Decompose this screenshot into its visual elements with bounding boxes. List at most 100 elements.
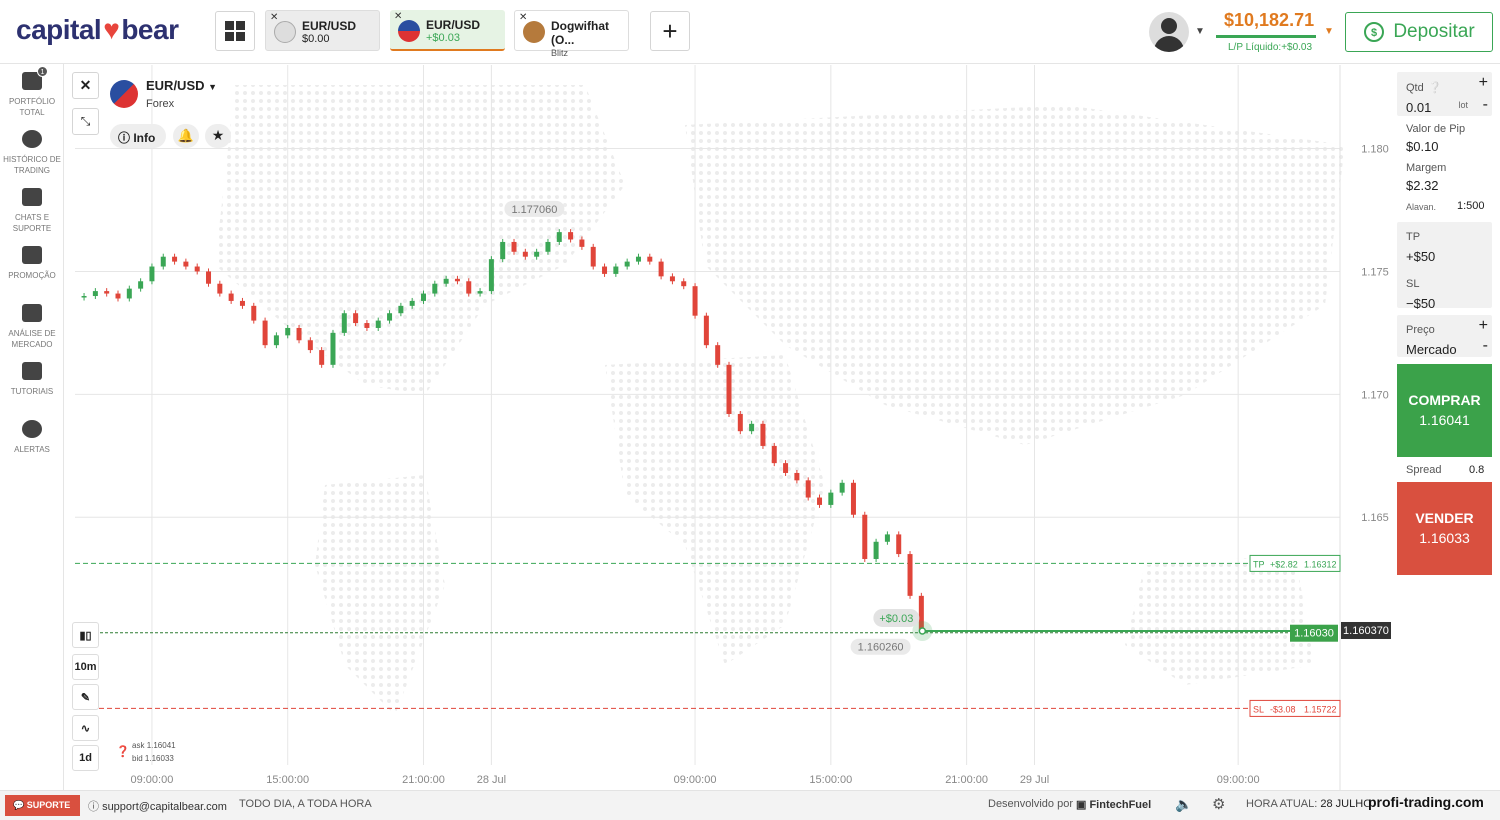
- tab[interactable]: ✕ EUR/USD +$0.03: [390, 10, 505, 51]
- instrument-market: Forex: [146, 98, 175, 110]
- settings-button[interactable]: ⚙: [1212, 796, 1226, 813]
- collapse-button[interactable]: ⤡: [72, 108, 99, 135]
- tp-label: TP +$2.82 1.16312: [1249, 554, 1341, 572]
- sl-value: −$50: [1406, 296, 1436, 311]
- range-button[interactable]: 1d: [72, 745, 99, 771]
- hours: TODO DIA, A TODA HORA: [239, 798, 372, 810]
- candle: [341, 313, 347, 333]
- info-text: Info: [133, 131, 156, 145]
- nav-icon: [22, 246, 42, 264]
- nav-item[interactable]: 1 PORTFÓLIO TOTAL: [0, 66, 64, 118]
- badge: 1: [37, 66, 48, 77]
- candle: [409, 300, 415, 306]
- quantity-box[interactable]: Qtd ❔ +0.01 lot -: [1397, 72, 1492, 116]
- candle: [454, 278, 460, 282]
- nav-label: TUTORIAIS: [10, 387, 54, 396]
- nav-item[interactable]: HISTÓRICO DE TRADING: [0, 130, 64, 176]
- candle: [602, 266, 608, 274]
- help-icon[interactable]: ❓: [116, 746, 130, 758]
- sell-button[interactable]: VENDER 1.16033: [1397, 482, 1492, 575]
- chart-type-button[interactable]: ▮▯: [72, 622, 99, 648]
- spread-value: 0.8: [1469, 464, 1485, 476]
- label-pnl: -$3.08: [1270, 704, 1296, 714]
- candle: [466, 281, 472, 294]
- support-email[interactable]: ⓘ support@capitalbear.com: [88, 801, 227, 813]
- annotation-pill: [504, 200, 565, 217]
- nav-item[interactable]: CHATS E SUPORTE: [0, 188, 64, 234]
- candle: [511, 241, 517, 252]
- tab-value: +$0.03: [426, 32, 460, 44]
- support-button[interactable]: 💬 SUPORTE: [5, 795, 80, 816]
- leverage-value: 1:500: [1457, 200, 1485, 212]
- info-button[interactable]: ⓘ Info: [110, 124, 166, 148]
- y-tick-label: 1.175: [1361, 266, 1389, 278]
- indicator-button[interactable]: ∿: [72, 715, 99, 741]
- alert-button[interactable]: 🔔: [173, 124, 199, 148]
- qty-label: Qtd: [1406, 82, 1424, 94]
- nav-item[interactable]: ANÁLISE DE MERCADO: [0, 304, 64, 350]
- draw-button[interactable]: ✎: [72, 684, 99, 710]
- x-tick-label: 21:00:00: [402, 774, 445, 786]
- tp-value: +$50: [1406, 249, 1436, 264]
- buy-text: COMPRAR: [1408, 392, 1481, 408]
- annotation-text: 1.160260: [858, 642, 904, 654]
- x-tick-label: 21:00:00: [945, 774, 988, 786]
- candle: [624, 261, 630, 267]
- tab-name: Dogwifhat (O...: [551, 19, 609, 47]
- interval-button[interactable]: 10m: [72, 654, 99, 680]
- buy-button[interactable]: COMPRAR 1.16041: [1397, 364, 1492, 457]
- pnl-text: +$0.03: [879, 613, 913, 625]
- nav-item[interactable]: ALERTAS: [0, 420, 64, 455]
- logo[interactable]: capital♥bear: [16, 14, 179, 46]
- tab[interactable]: ✕ Dogwifhat (O... Blitz: [514, 10, 629, 58]
- candle: [387, 313, 393, 321]
- pip-label: Valor de Pip: [1406, 123, 1466, 135]
- nav-item[interactable]: TUTORIAIS: [0, 362, 64, 397]
- candle: [160, 256, 166, 267]
- candle: [534, 251, 540, 257]
- add-tab-button[interactable]: +: [650, 11, 690, 51]
- logo-text: capital: [16, 14, 102, 45]
- sell-price: 1.16033: [1419, 530, 1470, 546]
- candle: [262, 320, 268, 346]
- candle: [104, 291, 110, 294]
- nav-icon: [22, 188, 42, 206]
- email-text: support@capitalbear.com: [102, 801, 227, 813]
- x-tick-label: 15:00:00: [809, 774, 852, 786]
- deposit-button[interactable]: $ Depositar: [1345, 12, 1493, 52]
- balance[interactable]: $10,182.71: [1224, 10, 1315, 30]
- candle: [375, 320, 381, 328]
- candle: [92, 291, 98, 297]
- instrument-symbol: EUR/USD: [146, 78, 205, 93]
- nav-item[interactable]: PROMOÇÃO: [0, 246, 64, 281]
- candle: [579, 239, 585, 247]
- dev-label: Desenvolvido por: [988, 798, 1073, 810]
- candle: [613, 266, 619, 274]
- layout-button[interactable]: [215, 11, 255, 51]
- candle: [556, 232, 562, 242]
- current-tag-text: 1.160370: [1343, 625, 1389, 637]
- instrument-selector[interactable]: EUR/USD ▼: [146, 78, 218, 93]
- pip-value: $0.10: [1406, 139, 1439, 154]
- current-tag: [1341, 621, 1391, 639]
- sound-button[interactable]: 🔈: [1175, 796, 1193, 812]
- quotes: ask 1.16041 bid 1.16033: [132, 739, 176, 765]
- candle: [522, 251, 528, 257]
- tab[interactable]: ✕ EUR/USD $0.00: [265, 10, 380, 51]
- favorite-button[interactable]: ★: [205, 124, 231, 148]
- annotation-pill: [850, 638, 911, 655]
- candle: [206, 271, 212, 284]
- nav-icon: [22, 362, 42, 380]
- entry-tag: [1290, 624, 1338, 642]
- support-text: SUPORTE: [26, 800, 71, 810]
- close-chart-button[interactable]: ✕: [72, 72, 99, 99]
- margin-label: Margem: [1406, 162, 1447, 174]
- avatar[interactable]: [1149, 12, 1189, 52]
- caret[interactable]: ▼: [1324, 26, 1334, 37]
- current-dot: [918, 627, 927, 635]
- tp-sl-box[interactable]: TP +$50 SL −$50: [1397, 222, 1492, 311]
- caret[interactable]: ▼: [1195, 26, 1205, 37]
- price-box[interactable]: Preço + Mercado -: [1397, 315, 1492, 357]
- candle: [488, 259, 494, 292]
